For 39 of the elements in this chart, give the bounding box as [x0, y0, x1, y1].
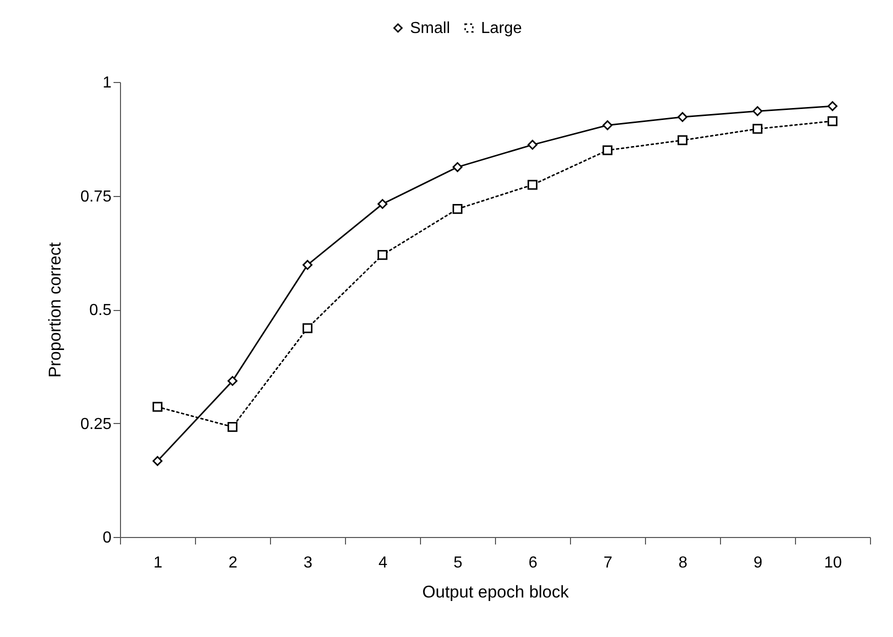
y-tick-label: 0.5	[89, 302, 112, 319]
point	[828, 101, 838, 112]
x-tick-label: 5	[454, 554, 463, 572]
point	[678, 112, 688, 122]
legend-label: Large	[481, 20, 522, 37]
point	[452, 162, 462, 172]
point	[602, 120, 612, 130]
y-tick-label: 0.75	[80, 188, 112, 206]
y-tick-label: 0	[102, 530, 112, 546]
point	[678, 135, 688, 146]
point	[152, 402, 162, 412]
legend-label: Small	[410, 20, 450, 37]
point	[828, 116, 838, 126]
x-tick-label: 1	[154, 554, 163, 572]
y-tick-label: 0.25	[80, 416, 112, 433]
x-tick-label: 10	[824, 554, 842, 572]
x-tick-label: 8	[678, 554, 688, 572]
point	[228, 422, 238, 432]
y-tick-label: 1	[102, 74, 112, 92]
point	[228, 376, 238, 386]
point	[152, 456, 162, 466]
x-tick-label: 4	[378, 554, 388, 572]
point	[528, 140, 538, 150]
point	[602, 145, 612, 156]
x-tick-label: 3	[304, 554, 313, 572]
point	[452, 204, 462, 214]
x-tick-label: 6	[528, 554, 538, 572]
point	[528, 180, 538, 190]
x-tick-label: 9	[754, 554, 763, 572]
point	[378, 199, 388, 209]
point	[752, 106, 762, 116]
x-axis-title: Output epoch block	[422, 582, 570, 602]
point	[302, 323, 312, 334]
x-tick-label: 2	[228, 554, 238, 572]
x-tick-label: 7	[604, 554, 613, 572]
point	[378, 250, 388, 260]
y-axis-title: Proportion correct	[45, 242, 64, 378]
point	[302, 260, 312, 270]
point	[752, 124, 762, 134]
